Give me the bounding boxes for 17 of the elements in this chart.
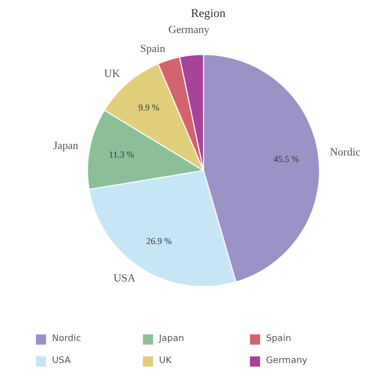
legend-label: Spain: [266, 334, 292, 344]
legend-label: Japan: [159, 334, 186, 344]
slice-label: Spain: [140, 42, 166, 55]
chart-title: Region: [190, 6, 226, 20]
data-label: 45.5 %: [273, 154, 300, 164]
slice-label: Germany: [168, 24, 210, 36]
slice-label: UK: [104, 68, 120, 80]
data-label: 26.9 %: [146, 236, 172, 246]
data-label: 9.9 %: [138, 102, 160, 112]
data-label: 11.3 %: [108, 150, 135, 160]
legend-label: USA: [52, 356, 72, 366]
slice-label: USA: [113, 272, 136, 284]
legend-label: UK: [159, 356, 172, 366]
legend-label: Nordic: [52, 334, 82, 344]
slice-label: Nordic: [330, 146, 361, 159]
slice-label: Japan: [53, 140, 79, 152]
legend-label: Germany: [266, 356, 308, 366]
